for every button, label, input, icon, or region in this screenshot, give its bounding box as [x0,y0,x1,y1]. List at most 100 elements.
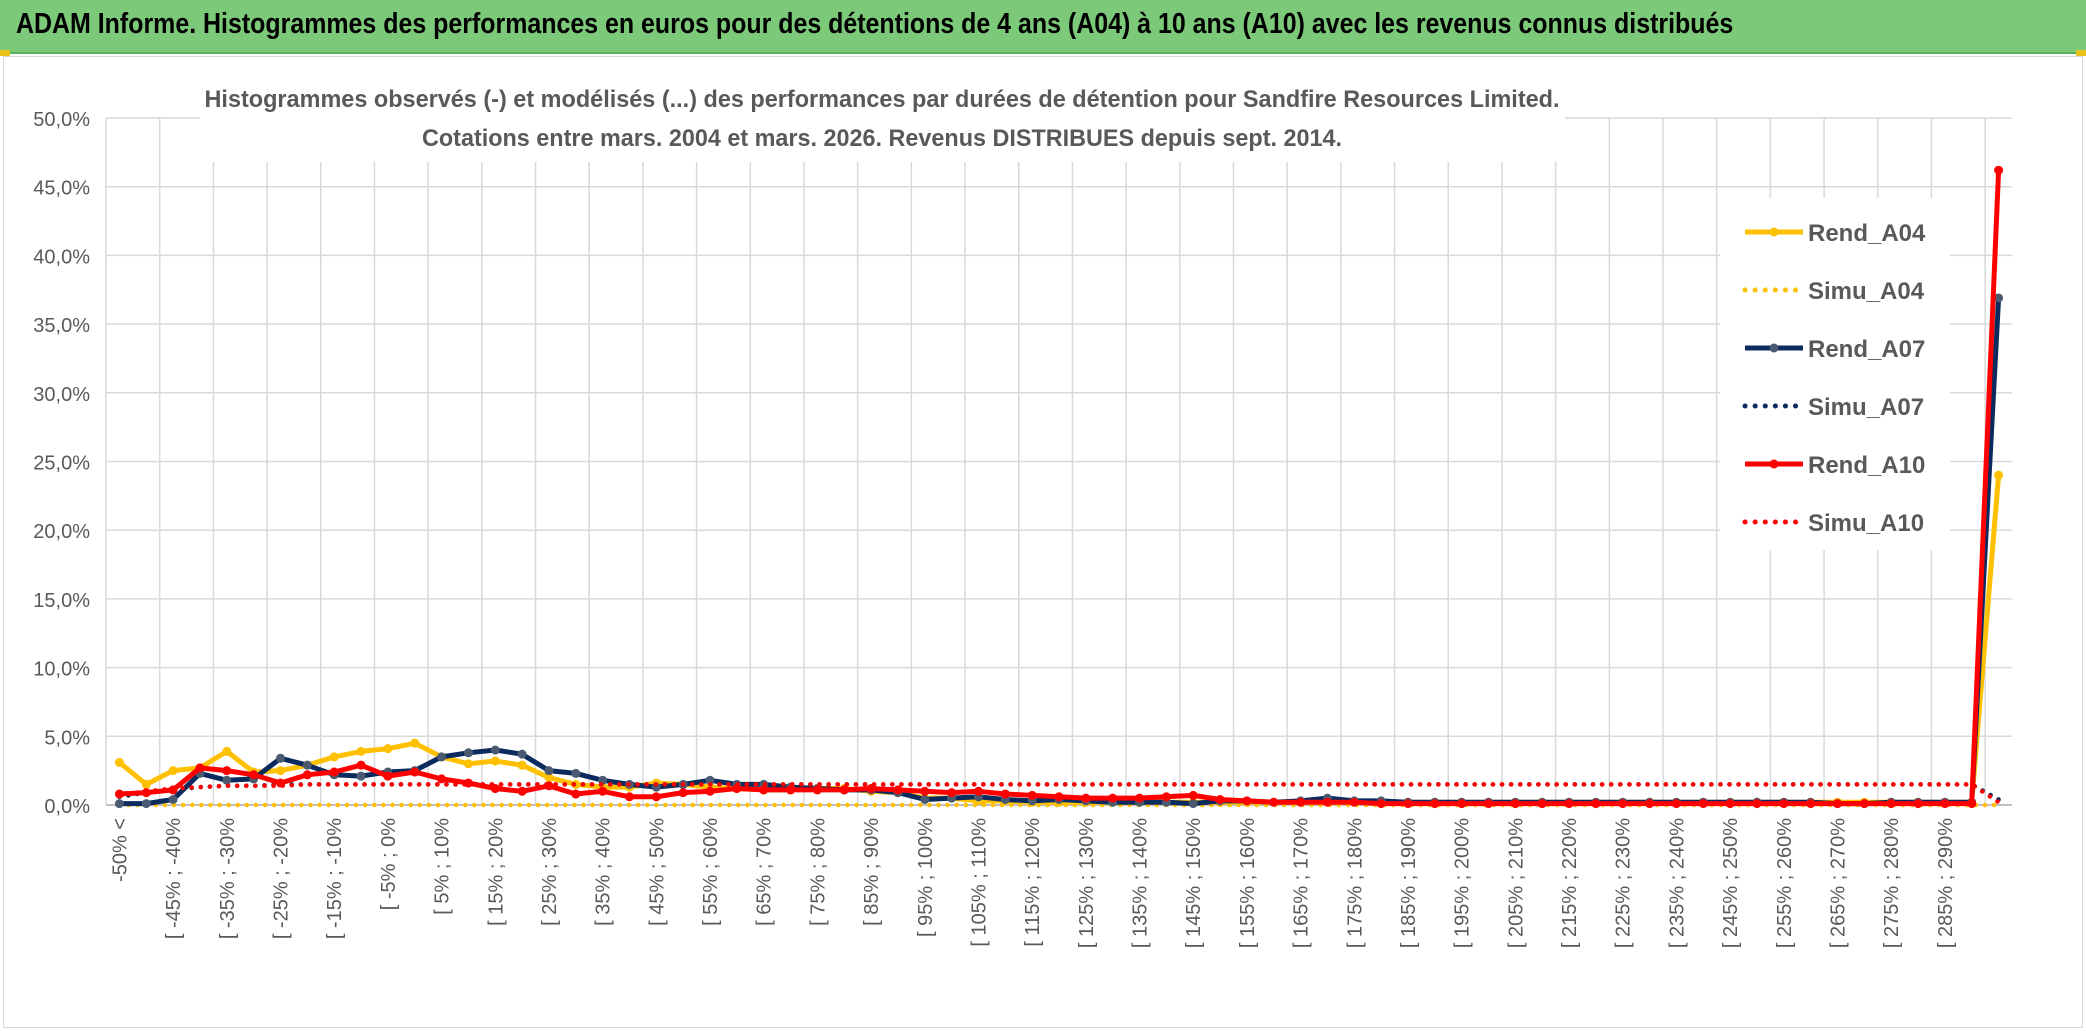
x-tick-label: [ -25% ; -20% [270,818,292,939]
data-point-rend-a10 [947,788,957,798]
data-point-rend-a10 [1859,799,1869,809]
data-point-rend-a10 [1940,799,1950,809]
data-point-rend-a07 [275,753,285,763]
data-point-rend-a10 [1430,799,1440,809]
data-point-rend-a07 [1188,799,1198,809]
data-point-rend-a07 [437,752,447,762]
data-point-rend-a10 [893,785,903,795]
data-point-rend-a10 [651,792,661,802]
data-point-rend-a04 [383,744,393,754]
data-point-rend-a04 [490,756,500,766]
data-point-rend-a10 [920,786,930,796]
data-point-rend-a04 [544,773,554,783]
data-point-rend-a10 [678,788,688,798]
x-tick-label: [ 55% ; 60% [700,818,722,926]
data-point-rend-a10 [1269,797,1279,807]
data-point-rend-a10 [598,786,608,796]
data-point-rend-a10 [1457,799,1467,809]
corner-accent-right [2076,50,2086,56]
data-point-rend-a10 [1510,799,1520,809]
x-tick-label: [ 85% ; 90% [861,818,883,926]
data-point-rend-a07 [141,799,151,809]
data-point-rend-a10 [1806,799,1816,809]
data-point-rend-a04 [275,766,285,776]
data-point-rend-a10 [195,763,205,773]
data-point-rend-a10 [1054,792,1064,802]
legend-marker-rend-a04 [1769,227,1779,237]
data-point-rend-a10 [732,784,742,794]
x-tick-label: [ 15% ; 20% [485,818,507,926]
data-point-rend-a10 [1403,799,1413,809]
legend-label-rend-a07: Rend_A07 [1808,336,1925,363]
x-tick-label: [ -15% ; -10% [324,818,346,939]
data-point-rend-a10 [410,767,420,777]
data-point-rend-a10 [1698,799,1708,809]
y-tick-label: 25,0% [33,453,90,475]
y-tick-label: 20,0% [33,521,90,543]
legend-marker-rend-a10 [1769,459,1779,469]
data-point-rend-a10 [1913,799,1923,809]
data-point-rend-a10 [1108,793,1118,803]
y-tick-label: 40,0% [33,246,90,268]
data-point-rend-a10 [329,767,339,777]
y-tick-label: 50,0% [33,109,90,131]
data-point-rend-a10 [866,784,876,794]
legend-background [1720,198,1950,550]
data-point-rend-a07 [705,775,715,785]
data-point-rend-a10 [839,785,849,795]
data-point-rend-a10 [705,786,715,796]
x-tick-label: [ -45% ; -40% [163,818,185,939]
x-tick-label: [ 75% ; 80% [807,818,829,926]
legend-label-rend-a10: Rend_A10 [1808,452,1925,479]
data-point-rend-a10 [759,785,769,795]
y-tick-label: 5,0% [44,727,90,749]
legend-label-rend-a04: Rend_A04 [1808,220,1926,247]
y-axis: 0,0% 5,0% 10,0% 15,0% 20,0% 25,0% 30,0% 35,0% 40… [33,109,90,818]
data-point-rend-a10 [1161,792,1171,802]
data-point-rend-a10 [1349,797,1359,807]
data-point-rend-a10 [275,778,285,788]
x-tick-label: [ 105% ; 110% [968,818,990,947]
data-point-rend-a04 [168,766,178,776]
data-point-rend-a04 [463,759,473,769]
x-axis: -50% < [ -45% ; -40% [ -35% ; -30% [ -25% ;… [106,804,2012,948]
y-tick-label: 10,0% [33,659,90,681]
data-point-rend-a10 [1564,799,1574,809]
x-tick-label: [ 245% ; 250% [1720,818,1742,948]
x-tick-label: [ 65% ; 70% [754,818,776,926]
data-point-rend-a04 [410,738,420,748]
x-tick-label: [ 135% ; 140% [1130,818,1152,948]
corner-accent-left [0,50,10,56]
x-tick-label: [ 195% ; 200% [1452,818,1474,948]
data-point-rend-a10 [383,771,393,781]
data-point-rend-a04 [517,760,527,770]
data-point-rend-a10 [1215,795,1225,805]
data-point-rend-a10 [356,760,366,770]
chart-frame [3,56,2083,1028]
data-point-rend-a07 [1994,293,2004,303]
data-point-rend-a10 [1322,797,1332,807]
x-tick-label: [ 115% ; 120% [1022,818,1044,947]
data-point-rend-a04 [356,746,366,756]
data-point-rend-a07 [517,749,527,759]
y-tick-label: 0,0% [44,796,90,818]
x-tick-label: [ 225% ; 230% [1613,818,1635,948]
data-point-rend-a10 [1752,799,1762,809]
chart-subtitle: Cotations entre mars. 2004 et mars. 2026… [422,125,1342,152]
chart-title-background [200,74,1565,162]
y-tick-label: 45,0% [33,178,90,200]
legend-label-simu-a04: Simu_A04 [1808,278,1925,305]
data-point-rend-a10 [1833,799,1843,809]
legend-label-simu-a10: Simu_A10 [1808,510,1924,537]
x-tick-label: [ 155% ; 160% [1237,818,1259,948]
data-point-rend-a10 [624,792,634,802]
x-tick-label: [ 265% ; 270% [1828,818,1850,948]
data-point-rend-a10 [1591,799,1601,809]
data-point-rend-a10 [1242,796,1252,806]
data-point-rend-a10 [1886,799,1896,809]
data-point-rend-a10 [249,770,259,780]
x-tick-label: [ 275% ; 280% [1881,818,1903,948]
x-tick-label: [ 145% ; 150% [1183,818,1205,948]
data-point-rend-a07 [571,768,581,778]
